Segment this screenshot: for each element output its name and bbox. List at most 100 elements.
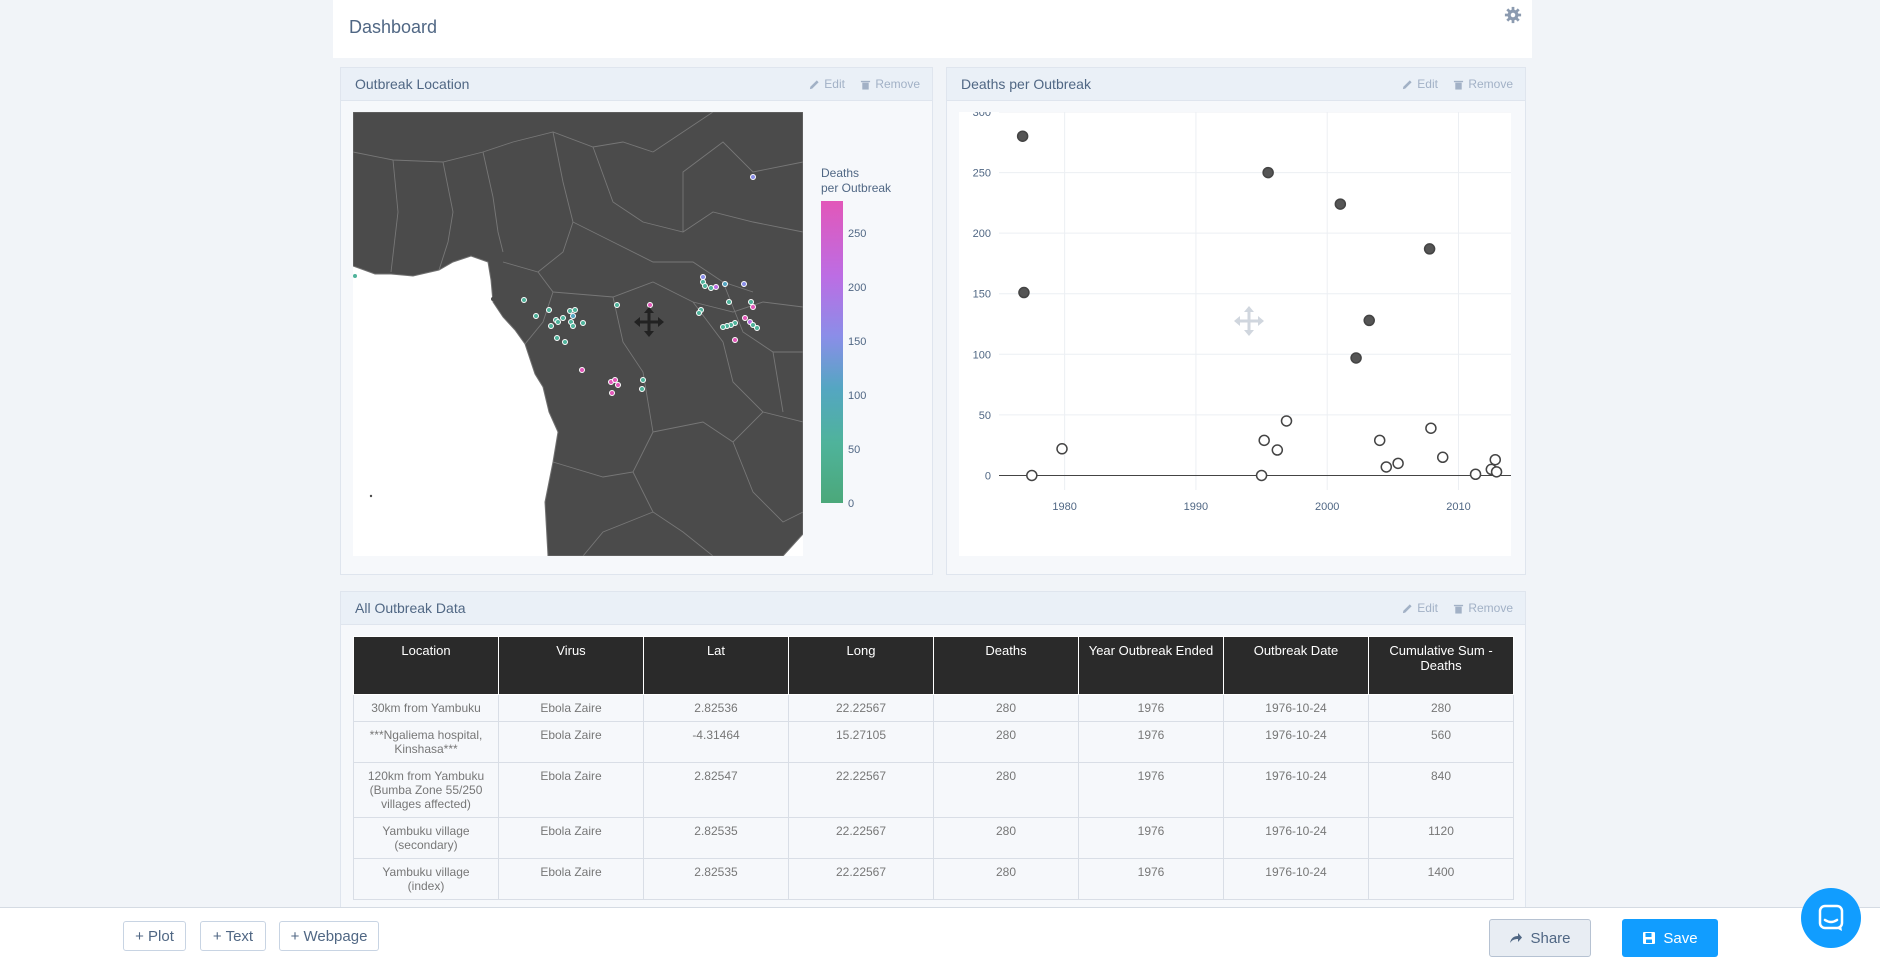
table-cell: 280 [933,721,1079,763]
table-cell: 22.22567 [788,694,934,722]
panel-title: Outbreak Location [355,76,470,92]
data-point[interactable] [1280,415,1293,427]
panel-header: Outbreak Location Edit Remove [341,68,932,101]
table-cell: 280 [1368,694,1514,722]
table-cell: 1400 [1368,858,1514,900]
save-button[interactable]: Save [1622,919,1718,957]
table-cell: 1976 [1078,858,1224,900]
table-cell: Ebola Zaire [498,817,644,859]
table-cell: -4.31464 [643,721,789,763]
column-header[interactable]: Outbreak Date [1223,636,1369,695]
column-header[interactable]: Deaths [933,636,1079,695]
table-cell: 22.22567 [788,762,934,818]
table-cell: 280 [933,694,1079,722]
data-point[interactable] [1423,243,1436,255]
x-tick-label: 1990 [1184,501,1208,513]
table-cell: 1120 [1368,817,1514,859]
data-point[interactable] [1255,469,1268,482]
move-icon[interactable] [1234,306,1264,336]
data-point[interactable] [1271,444,1284,456]
table-cell: 1976 [1078,762,1224,818]
table-cell: 30km from Yambuku [353,694,499,722]
edit-button[interactable]: Edit [1402,77,1438,91]
data-point[interactable] [1490,466,1503,478]
panel-header: Deaths per Outbreak Edit Remove [947,68,1525,101]
x-tick-label: 2000 [1315,501,1339,513]
add-text-button[interactable]: + Text [200,921,266,951]
panel-header: All Outbreak Data Edit Remove [341,592,1525,625]
table-cell: Ebola Zaire [498,762,644,818]
edit-button[interactable]: Edit [809,77,845,91]
table-cell: Yambuku village (secondary) [353,817,499,859]
move-icon[interactable] [634,307,664,337]
panel-title: All Outbreak Data [355,600,466,616]
table-cell: 1976-10-24 [1223,694,1369,722]
add-plot-button[interactable]: + Plot [123,921,186,951]
data-point[interactable] [1363,314,1375,327]
deaths-scatter-chart[interactable]: 1980 1990 2000 2010 0 50 100 150 200 250 300 [959,107,1511,556]
y-tick-label: 0 [985,470,991,482]
data-point[interactable] [1436,451,1449,464]
y-tick-label: 200 [973,228,991,240]
table-cell: 1976-10-24 [1223,762,1369,818]
scatter-svg[interactable]: 1980 1990 2000 2010 0 50 100 150 200 250 300 [959,107,1511,556]
trash-icon [861,80,871,90]
data-point[interactable] [1489,453,1501,466]
edit-button[interactable]: Edit [1402,601,1438,615]
table-row[interactable]: 120km from Yambuku (Bumba Zone 55/250 vi… [353,762,1514,818]
table-row[interactable]: Yambuku village (secondary) Ebola Zaire 2.… [353,817,1514,859]
chat-icon [1818,904,1844,931]
share-icon [1510,933,1523,943]
colorbar [821,201,843,503]
column-header[interactable]: Lat [643,636,789,695]
table-cell: 1976-10-24 [1223,817,1369,859]
footer-toolbar: + Plot + Text + Webpage Share Save [0,907,1880,962]
remove-button[interactable]: Remove [1453,77,1513,91]
column-header[interactable]: Year Outbreak Ended [1078,636,1224,695]
data-point[interactable] [1469,468,1482,480]
data-point[interactable] [1334,198,1347,210]
data-point[interactable] [1258,434,1270,447]
data-point[interactable] [1350,352,1362,364]
data-point[interactable] [1016,130,1029,142]
table-cell: 22.22567 [788,858,934,900]
pencil-icon [1403,79,1412,89]
panel-title: Deaths per Outbreak [961,76,1091,92]
gear-icon[interactable] [1504,6,1522,24]
table-row[interactable]: 30km from Yambuku Ebola Zaire 2.82536 22.22… [353,694,1514,722]
remove-button[interactable]: Remove [860,77,920,91]
table-cell: 2.82535 [643,817,789,859]
remove-button[interactable]: Remove [1453,601,1513,615]
data-point[interactable] [1425,422,1437,434]
pencil-icon [1403,603,1412,613]
data-point[interactable] [1262,166,1274,179]
column-header[interactable]: Long [788,636,934,695]
colorbar-tick: 100 [848,390,867,402]
pencil-icon [810,79,819,89]
data-point[interactable] [1392,457,1404,470]
table-row[interactable]: Yambuku village (index) Ebola Zaire 2.8253… [353,858,1514,900]
data-point[interactable] [1056,443,1068,455]
table-row[interactable]: ***Ngaliema hospital, Kinshasa*** Ebola Z… [353,721,1514,763]
share-button[interactable]: Share [1489,919,1591,957]
data-point[interactable] [1373,434,1386,447]
column-header[interactable]: Virus [498,636,644,695]
table-cell: Ebola Zaire [498,858,644,900]
outbreak-table[interactable]: Location Virus Lat Long Deaths Year Outb… [353,636,1514,910]
column-header[interactable]: Location [353,636,499,695]
colorbar-title: Deaths per Outbreak [821,166,892,195]
chat-button[interactable] [1801,888,1861,948]
dashboard-header: Dashboard [333,0,1532,58]
outbreak-map[interactable] [353,112,803,556]
table-cell: Ebola Zaire [498,721,644,763]
table-cell: 840 [1368,762,1514,818]
map-svg[interactable] [353,112,803,556]
column-header[interactable]: Cumulative Sum - Deaths [1368,636,1514,695]
add-webpage-button[interactable]: + Webpage [279,921,379,951]
table-header-row: Location Virus Lat Long Deaths Year Outb… [353,636,1514,695]
data-point[interactable] [1380,461,1393,473]
data-point[interactable] [1018,286,1030,299]
y-tick-label: 150 [973,289,991,301]
table-cell: 280 [933,858,1079,900]
data-point[interactable] [1026,469,1038,482]
